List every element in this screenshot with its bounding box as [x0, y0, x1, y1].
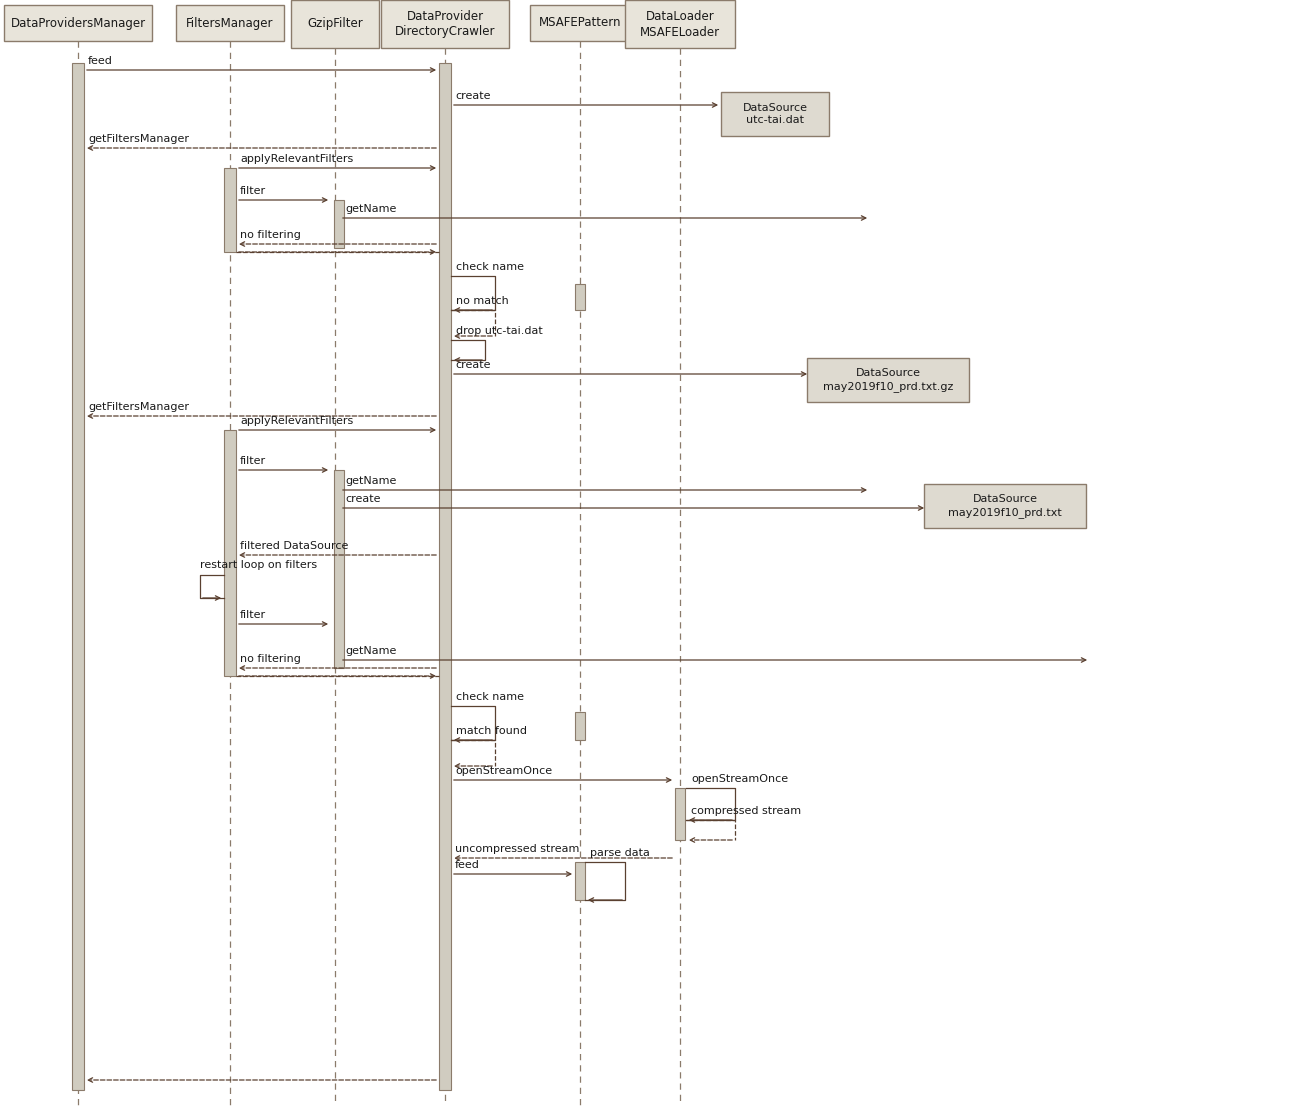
Text: openStreamOnce: openStreamOnce — [691, 774, 788, 784]
Bar — [334, 470, 344, 668]
Bar — [625, 0, 735, 48]
Bar — [176, 4, 284, 41]
Text: no filtering: no filtering — [240, 231, 301, 239]
Bar — [4, 4, 153, 41]
Bar — [807, 358, 969, 402]
Text: create: create — [346, 493, 381, 504]
Text: applyRelevantFilters: applyRelevantFilters — [240, 154, 353, 164]
Bar — [224, 168, 236, 252]
Bar — [334, 200, 344, 248]
Text: DataProvidersManager: DataProvidersManager — [10, 17, 146, 29]
Text: applyRelevantFilters: applyRelevantFilters — [240, 416, 353, 426]
Text: parse data: parse data — [589, 848, 649, 858]
Bar — [575, 712, 585, 740]
Text: getFiltersManager: getFiltersManager — [87, 134, 189, 144]
Text: check name: check name — [456, 692, 524, 702]
Text: filter: filter — [240, 457, 266, 466]
Text: getFiltersManager: getFiltersManager — [87, 402, 189, 412]
Text: FiltersManager: FiltersManager — [186, 17, 274, 29]
Text: DataProvider
DirectoryCrawler: DataProvider DirectoryCrawler — [395, 9, 496, 38]
Text: feed: feed — [87, 56, 113, 66]
Bar — [224, 430, 236, 676]
Bar — [439, 63, 451, 1090]
Text: drop utc-tai.dat: drop utc-tai.dat — [456, 326, 542, 336]
Text: no filtering: no filtering — [240, 653, 301, 664]
Text: no match: no match — [456, 297, 509, 305]
Text: MSAFEPattern: MSAFEPattern — [539, 17, 621, 29]
Bar — [675, 788, 685, 840]
Text: getName: getName — [346, 204, 396, 214]
Text: check name: check name — [456, 262, 524, 272]
Text: create: create — [455, 360, 490, 370]
Text: compressed stream: compressed stream — [691, 806, 801, 816]
Text: filter: filter — [240, 610, 266, 620]
Text: getName: getName — [346, 646, 396, 656]
Bar — [72, 63, 83, 1090]
Bar — [925, 485, 1086, 528]
Bar — [291, 0, 379, 48]
Text: GzipFilter: GzipFilter — [308, 18, 363, 30]
Text: getName: getName — [346, 476, 396, 486]
Text: DataSource
utc-tai.dat: DataSource utc-tai.dat — [742, 103, 807, 125]
Text: DataSource
may2019f10_prd.txt.gz: DataSource may2019f10_prd.txt.gz — [823, 368, 953, 392]
Text: DataSource
may2019f10_prd.txt: DataSource may2019f10_prd.txt — [948, 495, 1061, 518]
Text: openStreamOnce: openStreamOnce — [455, 767, 552, 775]
Bar — [721, 92, 829, 137]
Text: match found: match found — [456, 726, 527, 736]
Bar — [529, 4, 630, 41]
Text: filtered DataSource: filtered DataSource — [240, 540, 348, 551]
Text: uncompressed stream: uncompressed stream — [455, 844, 579, 854]
Text: filter: filter — [240, 186, 266, 196]
Text: restart loop on filters: restart loop on filters — [200, 560, 317, 570]
Bar — [575, 862, 585, 900]
Text: DataLoader
MSAFELoader: DataLoader MSAFELoader — [640, 9, 720, 38]
Bar — [381, 0, 509, 48]
Text: feed: feed — [455, 861, 480, 869]
Bar — [575, 284, 585, 310]
Text: create: create — [455, 91, 490, 101]
